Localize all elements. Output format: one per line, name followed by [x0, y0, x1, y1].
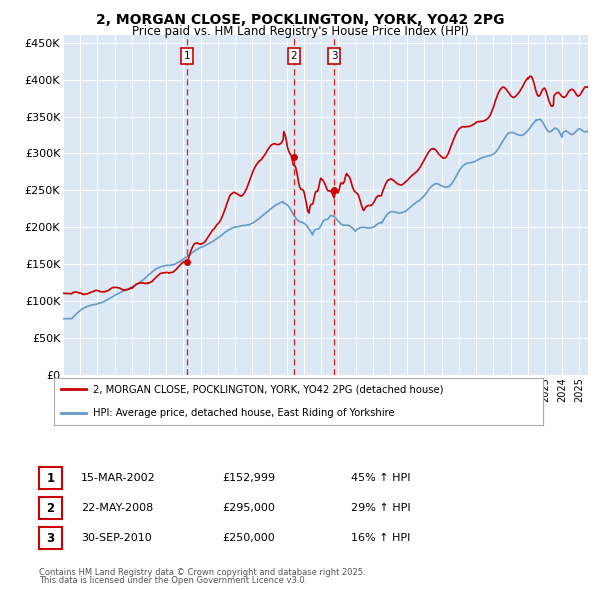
Text: £250,000: £250,000 [222, 533, 275, 543]
Text: 30-SEP-2010: 30-SEP-2010 [81, 533, 152, 543]
Text: 2, MORGAN CLOSE, POCKLINGTON, YORK, YO42 2PG (detached house): 2, MORGAN CLOSE, POCKLINGTON, YORK, YO42… [93, 385, 443, 394]
Text: 1: 1 [46, 471, 55, 484]
Text: 15-MAR-2002: 15-MAR-2002 [81, 473, 156, 483]
Text: This data is licensed under the Open Government Licence v3.0.: This data is licensed under the Open Gov… [39, 576, 307, 585]
Text: 22-MAY-2008: 22-MAY-2008 [81, 503, 153, 513]
Text: Price paid vs. HM Land Registry's House Price Index (HPI): Price paid vs. HM Land Registry's House … [131, 25, 469, 38]
Text: 3: 3 [46, 532, 55, 545]
Text: 3: 3 [331, 51, 337, 61]
Text: 29% ↑ HPI: 29% ↑ HPI [351, 503, 410, 513]
Text: 45% ↑ HPI: 45% ↑ HPI [351, 473, 410, 483]
Text: 16% ↑ HPI: 16% ↑ HPI [351, 533, 410, 543]
Text: 2: 2 [290, 51, 297, 61]
Text: £152,999: £152,999 [222, 473, 275, 483]
Text: Contains HM Land Registry data © Crown copyright and database right 2025.: Contains HM Land Registry data © Crown c… [39, 568, 365, 577]
Text: 2, MORGAN CLOSE, POCKLINGTON, YORK, YO42 2PG: 2, MORGAN CLOSE, POCKLINGTON, YORK, YO42… [96, 13, 504, 27]
Text: 2: 2 [46, 502, 55, 514]
Text: £295,000: £295,000 [222, 503, 275, 513]
Text: 1: 1 [184, 51, 190, 61]
Text: HPI: Average price, detached house, East Riding of Yorkshire: HPI: Average price, detached house, East… [93, 408, 395, 418]
